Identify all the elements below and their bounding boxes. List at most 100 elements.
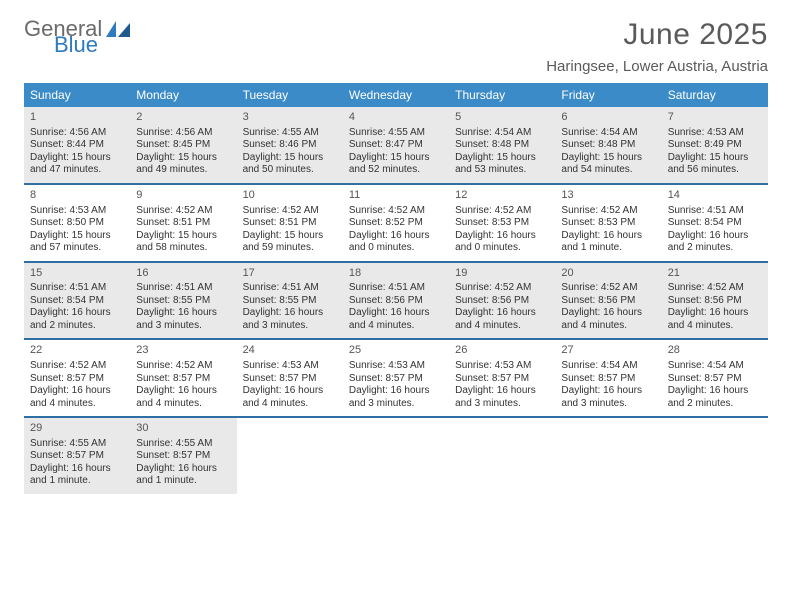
day-sunrise: Sunrise: 4:54 AM xyxy=(561,127,655,140)
day-sunset: Sunset: 8:57 PM xyxy=(136,373,230,386)
day-sunrise: Sunrise: 4:54 AM xyxy=(668,360,762,373)
day-sunset: Sunset: 8:48 PM xyxy=(561,139,655,152)
day-number: 1 xyxy=(30,111,124,125)
calendar-day: 8Sunrise: 4:53 AMSunset: 8:50 PMDaylight… xyxy=(24,185,130,261)
weekday-header: Saturday xyxy=(662,83,768,107)
calendar-day: 16Sunrise: 4:51 AMSunset: 8:55 PMDayligh… xyxy=(130,263,236,339)
day-sunrise: Sunrise: 4:56 AM xyxy=(136,127,230,140)
day-dl1: Daylight: 16 hours xyxy=(668,230,762,243)
day-sunrise: Sunrise: 4:55 AM xyxy=(349,127,443,140)
calendar-day xyxy=(237,418,343,494)
day-sunrise: Sunrise: 4:52 AM xyxy=(561,205,655,218)
day-dl2: and 49 minutes. xyxy=(136,164,230,177)
calendar-day: 18Sunrise: 4:51 AMSunset: 8:56 PMDayligh… xyxy=(343,263,449,339)
day-number: 26 xyxy=(455,344,549,358)
day-number: 17 xyxy=(243,267,337,281)
calendar-day: 25Sunrise: 4:53 AMSunset: 8:57 PMDayligh… xyxy=(343,340,449,416)
weekday-header: Monday xyxy=(130,83,236,107)
calendar-day: 26 Sunrise: 4:53 AMSunset: 8:57 PMDayligh… xyxy=(449,340,555,416)
day-sunset: Sunset: 8:53 PM xyxy=(455,217,549,230)
day-sunrise: Sunrise: 4:54 AM xyxy=(561,360,655,373)
day-dl1: Daylight: 15 hours xyxy=(30,152,124,165)
day-sunrise: Sunrise: 4:51 AM xyxy=(136,282,230,295)
calendar-week: 1Sunrise: 4:56 AMSunset: 8:44 PMDaylight… xyxy=(24,107,768,185)
calendar-week: 22Sunrise: 4:52 AMSunset: 8:57 PMDayligh… xyxy=(24,340,768,418)
calendar-day: 13Sunrise: 4:52 AMSunset: 8:53 PMDayligh… xyxy=(555,185,661,261)
weekday-header: Wednesday xyxy=(343,83,449,107)
day-dl2: and 53 minutes. xyxy=(455,164,549,177)
day-number: 29 xyxy=(30,422,124,436)
day-dl1: Daylight: 16 hours xyxy=(30,463,124,476)
day-sunrise: Sunrise: 4:53 AM xyxy=(455,360,549,373)
day-sunrise: Sunrise: 4:53 AM xyxy=(668,127,762,140)
weekday-header: Friday xyxy=(555,83,661,107)
day-number: 11 xyxy=(349,189,443,203)
day-sunset: Sunset: 8:51 PM xyxy=(136,217,230,230)
page: General Blue June 2025 Haringsee, Lower … xyxy=(0,0,792,512)
calendar-day xyxy=(449,418,555,494)
day-number: 5 xyxy=(455,111,549,125)
day-sunrise: Sunrise: 4:51 AM xyxy=(668,205,762,218)
day-sunrise: Sunrise: 4:55 AM xyxy=(30,438,124,451)
calendar-day: 17Sunrise: 4:51 AMSunset: 8:55 PMDayligh… xyxy=(237,263,343,339)
day-sunrise: Sunrise: 4:51 AM xyxy=(243,282,337,295)
day-dl1: Daylight: 15 hours xyxy=(455,152,549,165)
day-number: 28 xyxy=(668,344,762,358)
day-dl1: Daylight: 16 hours xyxy=(561,307,655,320)
day-sunset: Sunset: 8:47 PM xyxy=(349,139,443,152)
day-dl1: Daylight: 15 hours xyxy=(561,152,655,165)
day-dl2: and 1 minute. xyxy=(561,242,655,255)
day-dl2: and 4 minutes. xyxy=(455,320,549,333)
calendar-day: 7Sunrise: 4:53 AMSunset: 8:49 PMDaylight… xyxy=(662,107,768,183)
day-sunrise: Sunrise: 4:55 AM xyxy=(136,438,230,451)
day-sunset: Sunset: 8:48 PM xyxy=(455,139,549,152)
day-dl1: Daylight: 16 hours xyxy=(455,385,549,398)
calendar-day: 4Sunrise: 4:55 AMSunset: 8:47 PMDaylight… xyxy=(343,107,449,183)
calendar-day: 30Sunrise: 4:55 AMSunset: 8:57 PMDayligh… xyxy=(130,418,236,494)
day-sunrise: Sunrise: 4:55 AM xyxy=(243,127,337,140)
day-sunset: Sunset: 8:54 PM xyxy=(30,295,124,308)
day-dl2: and 0 minutes. xyxy=(455,242,549,255)
day-dl2: and 4 minutes. xyxy=(30,398,124,411)
day-dl2: and 4 minutes. xyxy=(243,398,337,411)
day-sunrise: Sunrise: 4:52 AM xyxy=(561,282,655,295)
day-sunrise: Sunrise: 4:52 AM xyxy=(30,360,124,373)
brand-logo: General Blue xyxy=(24,18,132,56)
day-sunset: Sunset: 8:57 PM xyxy=(349,373,443,386)
day-dl2: and 52 minutes. xyxy=(349,164,443,177)
day-dl2: and 3 minutes. xyxy=(349,398,443,411)
day-sunset: Sunset: 8:57 PM xyxy=(455,373,549,386)
day-sunrise: Sunrise: 4:53 AM xyxy=(30,205,124,218)
calendar-day: 27Sunrise: 4:54 AMSunset: 8:57 PMDayligh… xyxy=(555,340,661,416)
day-number: 20 xyxy=(561,267,655,281)
day-dl1: Daylight: 16 hours xyxy=(668,307,762,320)
calendar-day: 24Sunrise: 4:53 AMSunset: 8:57 PMDayligh… xyxy=(237,340,343,416)
day-sunrise: Sunrise: 4:52 AM xyxy=(668,282,762,295)
day-dl1: Daylight: 15 hours xyxy=(243,152,337,165)
day-sunrise: Sunrise: 4:56 AM xyxy=(30,127,124,140)
calendar-day xyxy=(343,418,449,494)
calendar-header-row: Sunday Monday Tuesday Wednesday Thursday… xyxy=(24,83,768,107)
day-dl2: and 59 minutes. xyxy=(243,242,337,255)
calendar-day: 12Sunrise: 4:52 AMSunset: 8:53 PMDayligh… xyxy=(449,185,555,261)
day-dl2: and 0 minutes. xyxy=(349,242,443,255)
day-sunset: Sunset: 8:56 PM xyxy=(455,295,549,308)
header: General Blue June 2025 Haringsee, Lower … xyxy=(24,18,768,75)
day-dl1: Daylight: 15 hours xyxy=(349,152,443,165)
day-sunset: Sunset: 8:51 PM xyxy=(243,217,337,230)
day-dl1: Daylight: 16 hours xyxy=(455,230,549,243)
title-block: June 2025 Haringsee, Lower Austria, Aust… xyxy=(546,18,768,75)
day-number: 2 xyxy=(136,111,230,125)
day-number: 13 xyxy=(561,189,655,203)
day-dl1: Daylight: 15 hours xyxy=(136,230,230,243)
day-sunset: Sunset: 8:53 PM xyxy=(561,217,655,230)
calendar-day: 5Sunrise: 4:54 AMSunset: 8:48 PMDaylight… xyxy=(449,107,555,183)
calendar-day: 3Sunrise: 4:55 AMSunset: 8:46 PMDaylight… xyxy=(237,107,343,183)
day-sunset: Sunset: 8:57 PM xyxy=(30,373,124,386)
day-sunrise: Sunrise: 4:51 AM xyxy=(30,282,124,295)
calendar-day: 9Sunrise: 4:52 AMSunset: 8:51 PMDaylight… xyxy=(130,185,236,261)
day-sunset: Sunset: 8:57 PM xyxy=(668,373,762,386)
day-dl1: Daylight: 16 hours xyxy=(561,385,655,398)
day-dl1: Daylight: 15 hours xyxy=(668,152,762,165)
day-dl2: and 3 minutes. xyxy=(455,398,549,411)
